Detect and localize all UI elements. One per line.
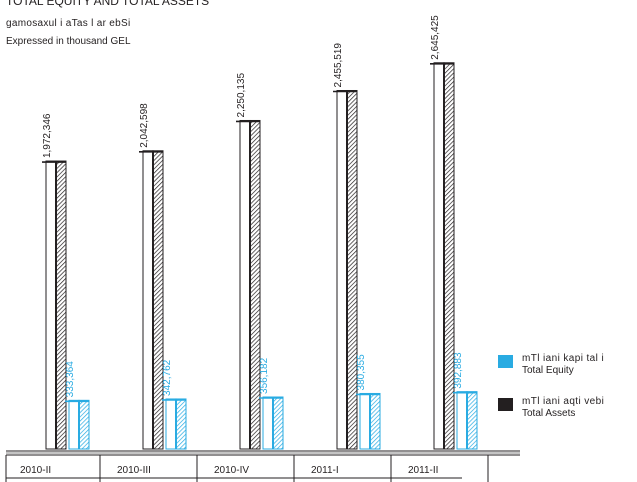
legend-label-equity-en: Total Equity [522, 365, 574, 376]
total-assets-value-label: 2,042,598 [139, 103, 150, 148]
chart-subtitle-georgian: gamosaxul i aTas l ar ebSi [6, 18, 131, 29]
x-tick-label: 2010-II [20, 465, 51, 476]
total-equity-value-label: 380,355 [356, 354, 367, 391]
total-equity-bar [356, 392, 381, 450]
legend-label-assets-en: Total Assets [522, 408, 576, 419]
x-tick-label: 2010-IV [214, 465, 249, 476]
total-equity-value-label: 392,883 [453, 352, 464, 389]
x-tick-label: 2010-III [117, 465, 151, 476]
total-assets-bar [236, 119, 261, 450]
total-equity-bar [259, 396, 284, 450]
total-assets-value-label: 1,972,346 [42, 113, 53, 158]
total-assets-value-label: 2,645,425 [430, 15, 441, 60]
chart-subtitle-units: Expressed in thousand GEL [6, 36, 131, 47]
legend-label-assets-ge: mTl iani aqti vebi [522, 396, 605, 407]
legend-swatch-assets [498, 398, 513, 411]
total-assets-bar [139, 150, 164, 450]
legend-swatch-equity [498, 355, 513, 368]
total-assets-value-label: 2,250,135 [236, 73, 247, 118]
total-assets-bar [333, 89, 358, 450]
legend-label-assets: mTl iani aqti vebi Total Assets [522, 396, 604, 420]
total-assets-value-label: 2,455,519 [333, 43, 344, 88]
total-equity-bar [453, 391, 478, 450]
total-equity-bar [65, 399, 90, 450]
legend-label-equity: mTl iani kapi tal i Total Equity [522, 353, 604, 377]
total-assets-bar [430, 62, 455, 450]
legend-label-equity-ge: mTl iani kapi tal i [522, 353, 605, 364]
total-equity-bar [162, 398, 187, 450]
total-equity-value-label: 356,182 [259, 357, 270, 394]
total-equity-value-label: 342,762 [162, 359, 173, 396]
x-tick-label: 2011-II [408, 465, 438, 476]
x-tick-label: 2011-I [311, 465, 339, 476]
chart-title: TOTAL EQUITY AND TOTAL ASSETS [6, 0, 210, 8]
total-assets-bar [42, 160, 67, 450]
total-equity-value-label: 333,364 [65, 361, 76, 398]
